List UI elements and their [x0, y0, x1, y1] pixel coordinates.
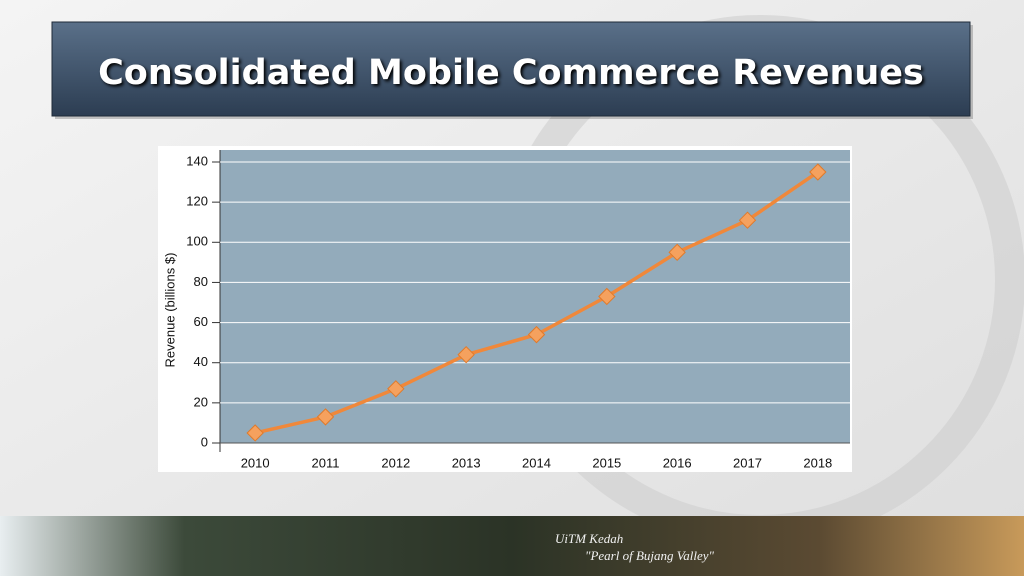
x-tick-label: 2013 [452, 455, 481, 470]
x-tick-label: 2014 [522, 455, 551, 470]
data-marker [809, 163, 827, 181]
title-banner [51, 21, 971, 117]
data-marker [668, 243, 686, 262]
chart-title: Consolidated Mobile Commerce Revenues [98, 53, 924, 93]
footer-line1: UiTM Kedah [555, 531, 623, 546]
x-tick-label: 2017 [733, 455, 762, 470]
data-marker [387, 380, 405, 398]
y-tick-label: 0 [201, 434, 208, 449]
y-tick-label: 120 [186, 194, 208, 209]
y-tick-label: 80 [194, 274, 208, 289]
y-axis-label: Revenue (billions $) [162, 253, 177, 368]
y-tick-label: 60 [194, 314, 208, 329]
y-tick-label: 140 [186, 153, 208, 168]
plot-area [220, 150, 850, 443]
data-marker [598, 287, 616, 306]
x-tick-label: 2016 [663, 455, 692, 470]
data-marker [316, 408, 335, 426]
x-tick-label: 2011 [312, 455, 340, 470]
y-tick-label: 40 [194, 354, 208, 369]
x-tick-label: 2010 [241, 455, 270, 470]
data-marker [246, 424, 264, 442]
footer-band [0, 516, 1024, 576]
x-tick-label: 2015 [592, 455, 621, 470]
y-tick-label: 20 [194, 394, 208, 409]
data-marker [457, 345, 475, 364]
x-tick-label: 2018 [803, 455, 832, 470]
data-marker [527, 325, 546, 344]
y-tick-label: 100 [186, 234, 208, 249]
data-marker [738, 211, 757, 229]
x-tick-label: 2012 [381, 455, 410, 470]
footer-line2: "Pearl of Bujang Valley" [585, 548, 715, 563]
